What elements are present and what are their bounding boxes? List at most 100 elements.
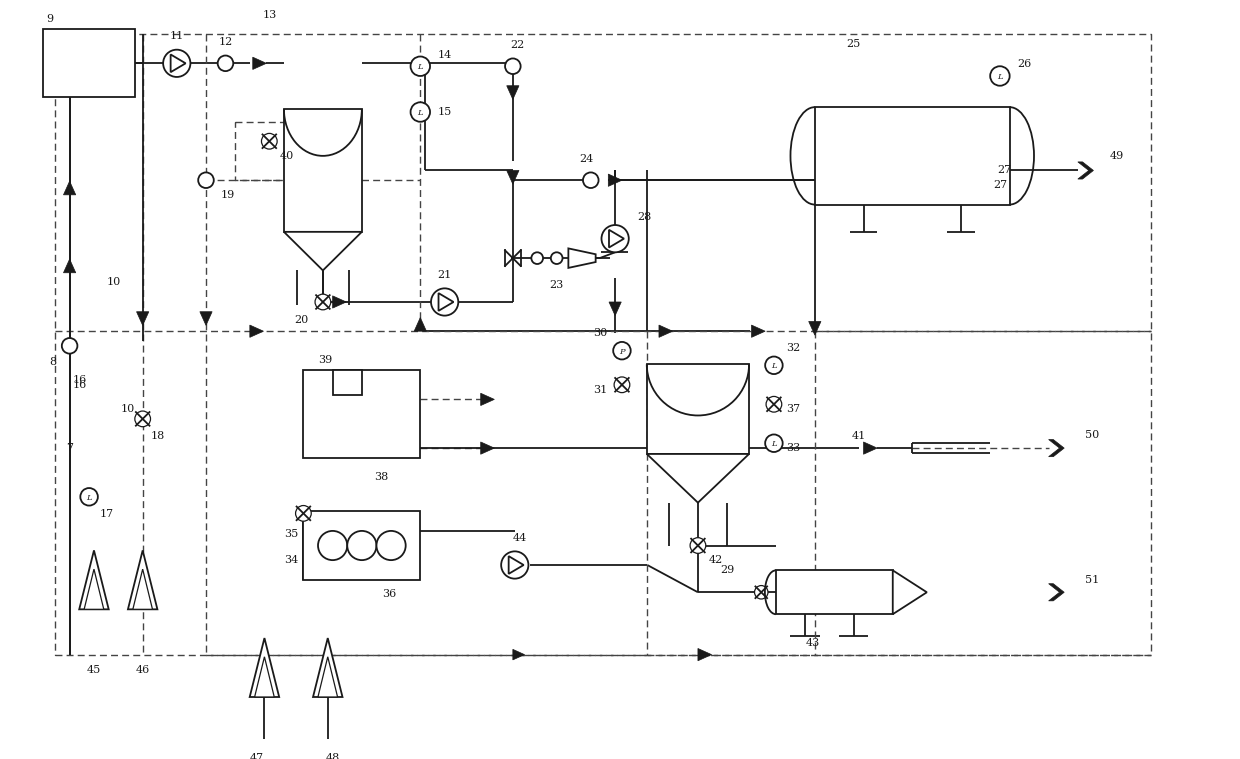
Circle shape — [601, 225, 629, 252]
Text: L: L — [418, 109, 423, 117]
Text: 18: 18 — [150, 431, 165, 442]
Circle shape — [317, 531, 347, 560]
Polygon shape — [136, 312, 149, 326]
Text: 51: 51 — [1085, 575, 1100, 584]
Text: 31: 31 — [594, 385, 608, 395]
Polygon shape — [609, 174, 622, 187]
Circle shape — [198, 172, 213, 188]
Circle shape — [505, 58, 521, 74]
Text: 10: 10 — [107, 278, 120, 288]
Text: 26: 26 — [1017, 59, 1032, 69]
Text: 46: 46 — [135, 665, 150, 676]
Circle shape — [410, 56, 430, 76]
Polygon shape — [200, 312, 212, 326]
Circle shape — [532, 252, 543, 264]
Circle shape — [262, 134, 278, 149]
Text: 28: 28 — [637, 213, 651, 222]
Polygon shape — [481, 442, 495, 454]
Polygon shape — [79, 550, 109, 609]
Text: 34: 34 — [285, 555, 299, 565]
Circle shape — [991, 66, 1009, 86]
Polygon shape — [171, 55, 186, 72]
Text: 7: 7 — [66, 443, 73, 453]
Circle shape — [315, 294, 331, 310]
Polygon shape — [133, 569, 153, 609]
Polygon shape — [63, 259, 76, 272]
Text: 45: 45 — [87, 665, 102, 676]
Circle shape — [766, 396, 781, 412]
Bar — [304, 370, 420, 458]
Polygon shape — [284, 231, 362, 270]
Circle shape — [347, 531, 377, 560]
Bar — [332, 370, 362, 395]
Polygon shape — [414, 317, 427, 331]
Text: L: L — [87, 494, 92, 502]
Text: L: L — [418, 63, 423, 71]
Polygon shape — [481, 393, 495, 405]
Polygon shape — [863, 442, 877, 454]
Circle shape — [135, 411, 150, 427]
Polygon shape — [893, 570, 926, 614]
Circle shape — [583, 172, 599, 188]
Text: L: L — [997, 73, 1003, 81]
Polygon shape — [312, 638, 342, 697]
Polygon shape — [1078, 162, 1094, 179]
Polygon shape — [647, 454, 749, 502]
Polygon shape — [1049, 584, 1064, 601]
Text: 41: 41 — [852, 431, 866, 442]
Text: 48: 48 — [326, 753, 340, 759]
Text: 12: 12 — [218, 37, 233, 47]
Bar — [815, 107, 1009, 205]
Circle shape — [164, 49, 191, 77]
Text: 25: 25 — [847, 39, 861, 49]
Text: 42: 42 — [708, 555, 723, 565]
Bar — [776, 570, 893, 614]
Circle shape — [614, 342, 631, 360]
Polygon shape — [658, 325, 672, 337]
Polygon shape — [568, 248, 595, 268]
Text: 30: 30 — [594, 328, 608, 339]
Polygon shape — [249, 325, 263, 337]
Polygon shape — [507, 171, 520, 184]
Circle shape — [691, 537, 706, 553]
Circle shape — [410, 102, 430, 121]
Polygon shape — [609, 230, 624, 247]
Text: 38: 38 — [374, 472, 388, 482]
Text: 36: 36 — [382, 589, 397, 599]
Polygon shape — [317, 657, 337, 697]
Text: 10: 10 — [122, 404, 135, 414]
Text: 22: 22 — [511, 39, 525, 50]
Text: 19: 19 — [221, 190, 234, 200]
Text: 13: 13 — [262, 10, 277, 20]
Polygon shape — [254, 657, 274, 697]
Polygon shape — [1049, 439, 1064, 457]
Circle shape — [765, 434, 782, 452]
Text: 44: 44 — [512, 533, 527, 543]
Text: P: P — [619, 348, 625, 356]
Bar — [284, 109, 362, 231]
Circle shape — [501, 551, 528, 578]
Circle shape — [81, 488, 98, 505]
Polygon shape — [513, 650, 525, 660]
Polygon shape — [808, 322, 821, 335]
Circle shape — [62, 338, 77, 354]
Text: 33: 33 — [786, 443, 801, 453]
Text: 39: 39 — [317, 355, 332, 365]
Text: 14: 14 — [438, 49, 451, 59]
Text: 24: 24 — [579, 154, 593, 164]
Text: 35: 35 — [285, 529, 299, 539]
Polygon shape — [698, 648, 712, 661]
Polygon shape — [332, 296, 346, 308]
Bar — [43, 30, 135, 97]
Text: 43: 43 — [806, 638, 820, 648]
Text: 11: 11 — [170, 31, 184, 41]
Bar — [647, 364, 749, 454]
Text: 9: 9 — [47, 14, 53, 24]
Polygon shape — [249, 638, 279, 697]
Text: 21: 21 — [438, 269, 451, 280]
Text: 15: 15 — [438, 107, 451, 117]
Polygon shape — [751, 325, 765, 337]
Text: 40: 40 — [280, 151, 294, 161]
Circle shape — [765, 357, 782, 374]
Circle shape — [551, 252, 563, 264]
